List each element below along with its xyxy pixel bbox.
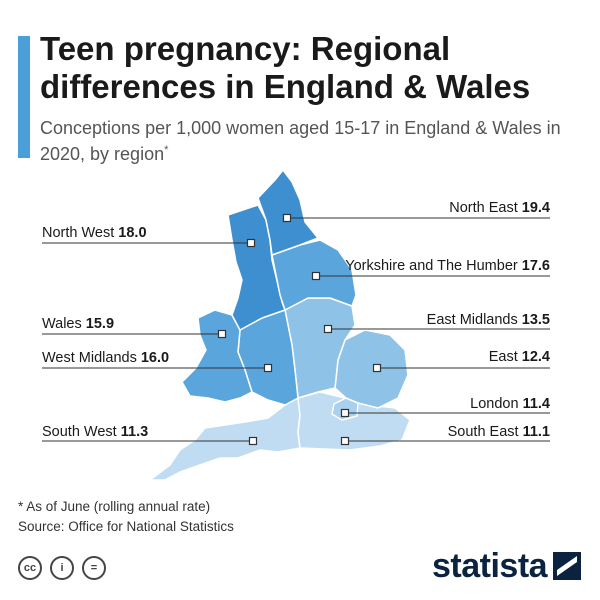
- region-name: East: [488, 349, 518, 365]
- chart-subtitle: Conceptions per 1,000 women aged 15-17 i…: [40, 117, 580, 165]
- region-south-west: [149, 397, 301, 481]
- marker-south-west: [248, 436, 258, 446]
- region-value: 11.1: [522, 424, 550, 440]
- chart-title: Teen pregnancy: Regional differences in …: [40, 30, 531, 105]
- accent-bar: [18, 36, 30, 158]
- region-name: North East: [449, 200, 518, 216]
- footnote: * As of June (rolling annual rate): [18, 499, 211, 514]
- label-north-west: North West 18.0: [42, 224, 147, 242]
- marker-east: [372, 363, 382, 373]
- region-value: 17.6: [521, 258, 550, 274]
- region-name: South West: [42, 424, 117, 440]
- label-west-midlands: West Midlands 16.0: [42, 349, 169, 367]
- subtitle-text: Conceptions per 1,000 women aged 15-17 i…: [40, 118, 561, 164]
- region-name: London: [470, 396, 519, 412]
- region-map: [42, 169, 550, 481]
- marker-east-midlands: [323, 324, 333, 334]
- region-name: South East: [447, 424, 519, 440]
- marker-west-midlands: [263, 363, 273, 373]
- region-value: 13.5: [521, 312, 550, 328]
- region-value: 11.3: [120, 424, 149, 440]
- region-value: 15.9: [85, 316, 115, 332]
- region-name: Wales: [42, 316, 82, 332]
- footnote-block: * As of June (rolling annual rate) Sourc…: [18, 497, 234, 537]
- region-name: East Midlands: [426, 312, 518, 328]
- label-east: East 12.4: [489, 348, 550, 366]
- region-value: 16.0: [140, 350, 170, 366]
- label-london: London 11.4: [470, 395, 550, 413]
- cc-icon[interactable]: cc: [18, 556, 42, 580]
- label-east-midlands: East Midlands 13.5: [427, 311, 550, 329]
- marker-yorkshire: [311, 271, 321, 281]
- label-yorkshire: Yorkshire and The Humber 17.6: [345, 257, 550, 275]
- region-name: Yorkshire and The Humber: [345, 258, 518, 274]
- marker-wales: [217, 329, 227, 339]
- label-south-west: South West 11.3: [42, 423, 148, 441]
- region-value: 19.4: [521, 200, 550, 216]
- logo-text: statista: [432, 547, 548, 585]
- marker-london: [340, 408, 350, 418]
- region-name: West Midlands: [42, 350, 137, 366]
- label-wales: Wales 15.9: [42, 315, 114, 333]
- person-icon[interactable]: i: [50, 556, 74, 580]
- label-south-east: South East 11.1: [448, 423, 550, 441]
- region-east: [334, 329, 409, 409]
- region-name: North West: [42, 225, 115, 241]
- leader-lines: [42, 213, 550, 446]
- marker-south-east: [340, 436, 350, 446]
- marker-north-east: [282, 213, 292, 223]
- marker-north-west: [246, 238, 256, 248]
- label-north-east: North East 19.4: [449, 199, 550, 217]
- region-value: 12.4: [521, 349, 550, 365]
- license-icons: cc i =: [18, 556, 106, 580]
- subtitle-marker: *: [164, 144, 169, 156]
- region-north-east: [257, 169, 319, 256]
- equals-icon[interactable]: =: [82, 556, 106, 580]
- statista-logo[interactable]: statista: [432, 547, 582, 585]
- logo-mark-icon: [553, 552, 582, 580]
- source: Source: Office for National Statistics: [18, 519, 234, 534]
- region-value: 18.0: [118, 225, 147, 241]
- region-value: 11.4: [522, 396, 550, 412]
